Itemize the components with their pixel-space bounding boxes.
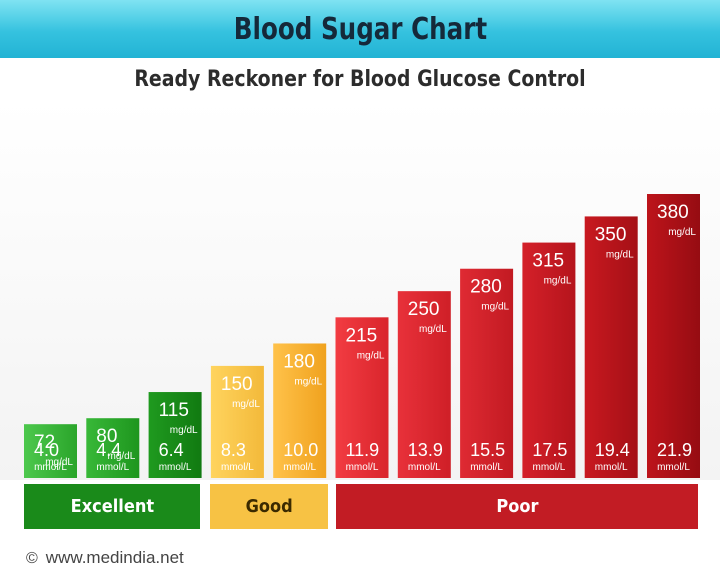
bar-mmol-unit: mmol/L [470,462,503,473]
bar-mg-value: 80 [96,426,117,447]
bar-mmol-unit: mmol/L [96,462,129,473]
bar-mg-unit: mg/dL [232,399,260,410]
bar-mg-value: 115 [159,400,189,421]
bar-group: 215 mg/dL 11.9 mmol/L [335,317,389,478]
bar-mg-value: 315 [532,251,564,272]
bar-mmol-value: 6.4 [159,440,184,460]
bar-mg-unit: mg/dL [294,376,322,387]
bar-mg-value: 350 [595,224,627,245]
bar-mg-value: 180 [283,351,315,372]
bar-mmol-unit: mmol/L [595,462,628,473]
bar-group: 350 mg/dL 19.4 mmol/L [584,216,638,478]
plot-area: 72 mg/dL 4.0 mmol/L 80 mg/dL 4.4 mmol/L 115 mg/dL… [0,100,720,480]
bar-mg-unit: mg/dL [357,350,385,361]
bar-mg-unit: mg/dL [668,227,696,238]
bar-mmol-unit: mmol/L [533,462,566,473]
band-poor-label: Poor [495,496,539,517]
bar [460,268,514,478]
bar [335,317,389,478]
band-good-label: Good [245,496,293,517]
bar-mmol-unit: mmol/L [159,462,192,473]
bar-mmol-unit: mmol/L [34,462,67,473]
bar-group: 380 mg/dL 21.9 mmol/L [647,194,700,478]
bar-mmol-value: 19.4 [595,440,630,460]
bar-mmol-value: 17.5 [532,440,567,460]
bar-mmol-value: 15.5 [470,440,505,460]
bar-group: 180 mg/dL 10.0 mmol/L [273,343,327,478]
bar-mmol-value: 4.4 [96,440,121,460]
bar-mg-value: 250 [408,299,440,320]
band-excellent-label: Excellent [70,496,154,517]
bar-mmol-unit: mmol/L [346,462,379,473]
bar-mmol-unit: mmol/L [283,462,316,473]
bar-group: 72 mg/dL4.0 mmol/L [24,424,77,478]
bar-mg-value: 150 [221,374,253,395]
bar-group: 150 mg/dL 8.3 mmol/L [210,365,264,478]
bar-mg-unit: mg/dL [481,302,509,313]
bar-mmol-value: 11.9 [346,440,380,460]
bar [210,365,264,478]
bar-mg-unit: mg/dL [45,457,73,468]
bar [522,242,576,478]
bar-group: 250 mg/dL 13.9 mmol/L [397,291,451,478]
copyright-icon: © [26,550,38,567]
title-bar: Blood Sugar Chart [0,0,720,58]
bar-mmol-value: 8.3 [221,440,246,460]
bar [273,343,327,478]
bar [647,194,700,478]
bar-mg-unit: mg/dL [419,324,447,335]
bar-mg-unit: mg/dL [544,276,572,287]
bar-mg-value: 380 [657,202,689,223]
chart-title: Blood Sugar Chart [233,11,487,47]
bar-mmol-value: 10.0 [283,440,318,460]
bar-group: 80 mg/dL4.4 mmol/L [86,418,140,478]
category-bands: Excellent Good Poor [0,484,720,534]
bar-group: 280 mg/dL 15.5 mmol/L [460,268,514,478]
bar-mg-unit: mg/dL [170,425,198,436]
bar-group: 115 mg/dL 6.4 mmol/L [148,392,202,478]
bar [584,216,638,478]
bar-mmol-value: 4.0 [34,440,59,460]
bar-group: 315 mg/dL 17.5 mmol/L [522,242,576,478]
band-excellent: Excellent [24,484,200,529]
bar [148,392,202,478]
bar-mmol-unit: mmol/L [657,462,690,473]
bar-mmol-value: 21.9 [657,440,692,460]
bar-mg-unit: mg/dL [108,451,136,462]
bar-mg-value: 215 [346,325,378,346]
bar-mg-unit: mg/dL [606,249,634,260]
bar-mg-value: 280 [470,277,502,298]
bar-mg-value: 72 [34,432,55,453]
bar-chart: 72mg/dL4.0mmol/L80mg/dL4.4mmol/L115mg/dL… [24,194,700,478]
chart-subtitle: Ready Reckoner for Blood Glucose Control [134,67,586,92]
bar-mmol-value: 13.9 [408,440,443,460]
bar [86,418,140,478]
source-link[interactable]: www.medindia.net [45,548,184,567]
bar [397,291,451,478]
bar [24,424,77,478]
band-good: Good [210,484,328,529]
footer: © www.medindia.net [26,548,184,568]
band-poor: Poor [336,484,698,529]
bar-mmol-unit: mmol/L [221,462,254,473]
bar-mmol-unit: mmol/L [408,462,441,473]
